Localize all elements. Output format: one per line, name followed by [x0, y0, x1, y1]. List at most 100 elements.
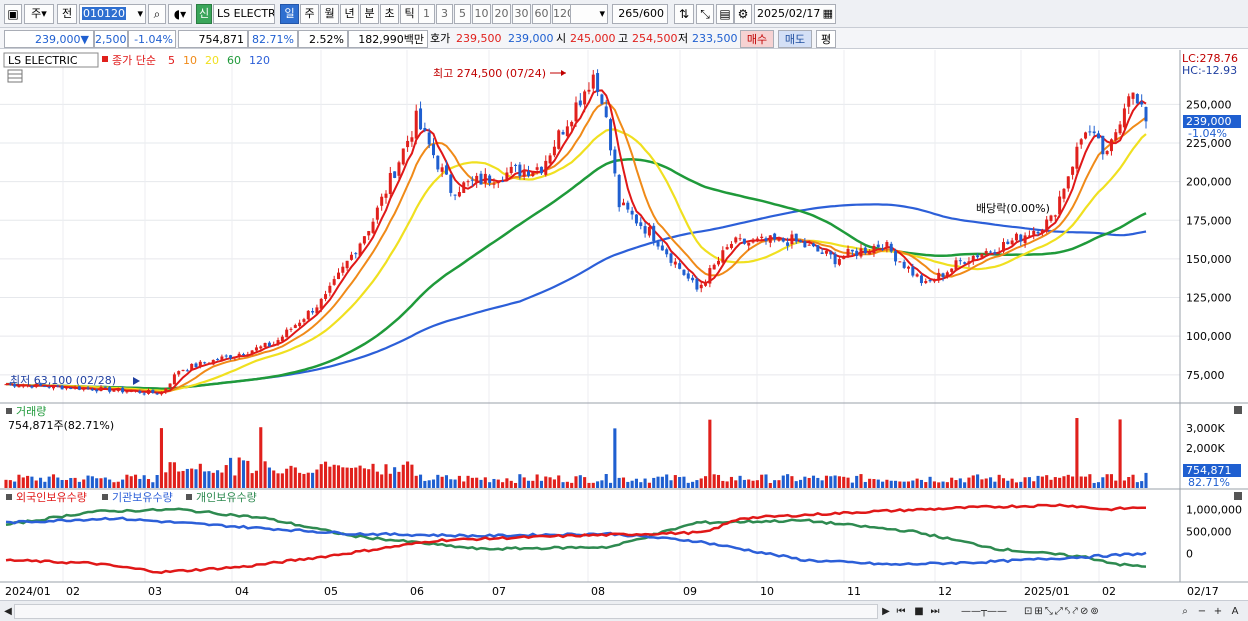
draw-tools-icons[interactable]: ⊡⊞⤡⤢⤣⤤⊘⊚: [1024, 606, 1101, 617]
candle-body: [915, 274, 919, 277]
scroll-right-icon[interactable]: ▶: [882, 606, 890, 617]
close-icon[interactable]: [1234, 406, 1242, 414]
interval-tab[interactable]: 30: [512, 4, 531, 24]
candle-body: [129, 390, 133, 392]
candle-body: [138, 390, 142, 393]
interval-tab[interactable]: 10: [472, 4, 491, 24]
volume-bar: [1122, 480, 1126, 488]
gear-icon[interactable]: ⚙: [734, 4, 752, 24]
volume-bar: [855, 475, 859, 488]
market-type-select[interactable]: 주▾: [24, 4, 54, 24]
volume-bar: [652, 477, 656, 488]
scroll-left-icon[interactable]: ◀: [4, 606, 12, 617]
stop-icon[interactable]: ■: [914, 606, 924, 617]
volume-bar: [984, 478, 988, 488]
rewind-icon[interactable]: ⏮: [896, 606, 906, 617]
candle-body: [52, 385, 55, 389]
candle-body: [514, 164, 518, 166]
table-icon[interactable]: [7, 69, 23, 83]
search-icon[interactable]: ⌕: [148, 4, 166, 24]
holding-legend-marker: [186, 494, 192, 500]
candle-body: [898, 261, 902, 263]
compare-icon[interactable]: ⤡: [696, 4, 714, 24]
volume-bar: [587, 482, 591, 488]
candle-body: [125, 391, 129, 393]
candle-body: [177, 371, 181, 375]
speaker-icon[interactable]: ◖▾: [168, 4, 192, 24]
volume-bar: [1118, 419, 1122, 488]
volume-bar: [1140, 481, 1144, 488]
individual-holding-line: [5, 507, 1147, 568]
period-tab[interactable]: 주: [300, 4, 319, 24]
candle-body: [639, 222, 643, 227]
interval-tab[interactable]: 120: [552, 4, 574, 24]
period-tab[interactable]: 초: [380, 4, 399, 24]
volume-bar: [82, 479, 86, 488]
search-icon[interactable]: ⌕: [1182, 606, 1188, 617]
interval-tab[interactable]: 5: [454, 4, 471, 24]
chart-tool-icon[interactable]: ⇅: [674, 4, 694, 24]
candle-body: [190, 363, 194, 371]
volume-bar: [103, 477, 107, 488]
buy-button[interactable]: 매수: [740, 30, 774, 48]
period-tab[interactable]: 틱: [400, 4, 419, 24]
volume-bar: [526, 480, 531, 488]
data-count-max: /600: [639, 7, 664, 20]
volume-bar: [13, 481, 17, 488]
date-field[interactable]: 2025/02/17 ▦: [754, 4, 836, 24]
volume-bar: [1027, 477, 1031, 488]
volume-bar: [267, 467, 271, 488]
candle-body: [967, 261, 971, 264]
volume-bar: [466, 475, 470, 488]
volume-bar: [77, 481, 81, 488]
close-icon[interactable]: [1234, 492, 1242, 500]
eval-button[interactable]: 평: [816, 30, 836, 48]
interval-custom-select[interactable]: ▾: [570, 4, 608, 24]
period-tab[interactable]: 일: [280, 4, 299, 24]
candle-body: [306, 310, 310, 320]
bottom-scrollbar[interactable]: ◀ ▶ ⏮ ■ ⏭ ——┬—— ⊡⊞⤡⤢⤣⤤⊘⊚ ⌕ − + A: [0, 600, 1248, 621]
sell-button[interactable]: 매도: [778, 30, 812, 48]
period-tab[interactable]: 분: [360, 4, 379, 24]
candle-body: [997, 251, 1001, 253]
interval-tab[interactable]: 3: [436, 4, 453, 24]
volume-bar: [1083, 476, 1088, 488]
volume-bar: [233, 475, 237, 488]
candle-body: [444, 165, 448, 175]
volume-bar: [786, 474, 790, 488]
stock-code-input[interactable]: 010120 ▾: [79, 4, 146, 24]
candle-body: [26, 385, 30, 387]
volume-bar: [738, 475, 742, 488]
scroll-track[interactable]: [14, 604, 878, 619]
volume-bar: [608, 482, 613, 488]
interval-tab[interactable]: 1: [418, 4, 435, 24]
window-menu-icon[interactable]: ▣: [4, 4, 22, 24]
period-tab[interactable]: 년: [340, 4, 359, 24]
all-button[interactable]: 전: [57, 4, 77, 24]
volume-bar: [99, 478, 103, 488]
holding-legend-label: 기관보유수량: [112, 491, 173, 504]
volume-pct-tag: 82.71%: [1188, 476, 1230, 489]
forward-icon[interactable]: ⏭: [930, 606, 940, 617]
candle-body: [21, 385, 25, 387]
data-count-field[interactable]: 265/600: [612, 4, 668, 24]
zoom-in-icon[interactable]: +: [1213, 606, 1223, 617]
interval-tab[interactable]: 60: [532, 4, 551, 24]
candle-body: [1019, 234, 1023, 242]
volume-bar: [475, 477, 479, 488]
candle-body: [570, 121, 574, 127]
volume-bar: [328, 466, 332, 488]
volume-bar: [254, 470, 259, 488]
period-tab[interactable]: 월: [320, 4, 339, 24]
text-size-icon[interactable]: A: [1231, 606, 1239, 617]
stock-chart[interactable]: 250,000 225,000 200,000 175,000 150,000 125,0…: [0, 50, 1248, 600]
interval-tab[interactable]: 20: [492, 4, 511, 24]
zoom-out-icon[interactable]: −: [1197, 606, 1207, 617]
current-pct-tag: -1.04%: [1188, 127, 1227, 140]
save-icon[interactable]: ▤: [716, 4, 734, 24]
candle-body: [945, 272, 949, 278]
candle-body: [665, 249, 669, 255]
zoom-slider[interactable]: ——┬——: [960, 606, 1008, 617]
volume-ratio: 82.71%: [248, 30, 298, 48]
volume-bar: [285, 468, 289, 488]
